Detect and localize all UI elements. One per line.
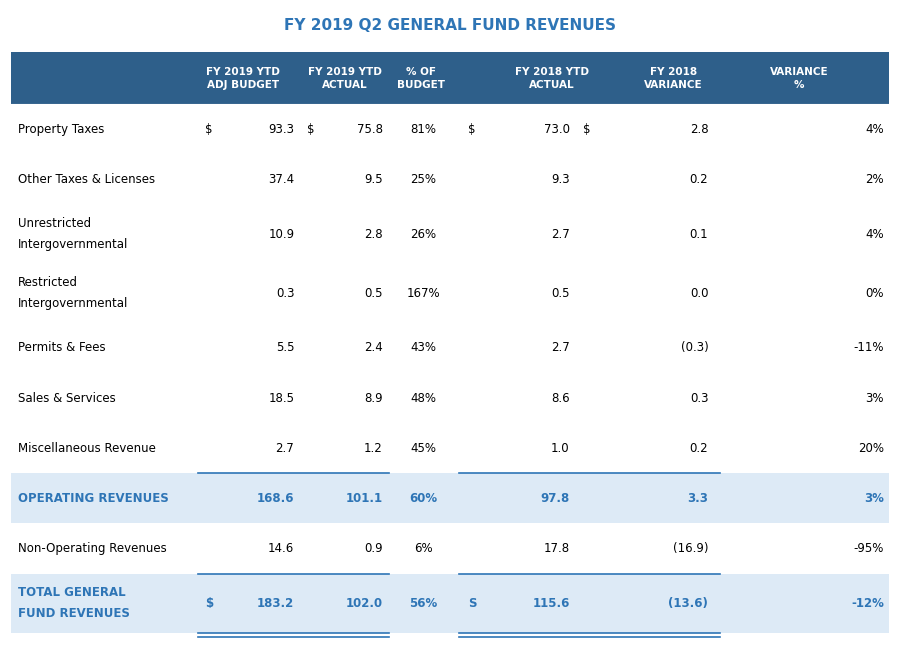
Bar	[11, 52, 889, 104]
Text: 0.9: 0.9	[364, 542, 382, 555]
Text: 167%: 167%	[406, 286, 440, 299]
Text: 8.6: 8.6	[551, 391, 570, 404]
Text: FY 2019 YTD
ADJ BUDGET: FY 2019 YTD ADJ BUDGET	[206, 66, 280, 90]
Text: OPERATING REVENUES: OPERATING REVENUES	[18, 492, 169, 505]
Text: 0.3: 0.3	[689, 391, 708, 404]
Text: 93.3: 93.3	[268, 123, 294, 135]
Text: 37.4: 37.4	[268, 173, 294, 186]
Text: 3.3: 3.3	[688, 492, 708, 505]
Text: 4%: 4%	[865, 228, 884, 241]
Text: 75.8: 75.8	[356, 123, 382, 135]
Text: (13.6): (13.6)	[669, 597, 708, 610]
Text: 2.8: 2.8	[364, 228, 382, 241]
Text: 20%: 20%	[858, 442, 884, 454]
Text: Non-Operating Revenues: Non-Operating Revenues	[18, 542, 166, 555]
Text: $: $	[205, 597, 213, 610]
Text: TOTAL GENERAL: TOTAL GENERAL	[18, 586, 126, 599]
Text: 26%: 26%	[410, 228, 436, 241]
Text: Permits & Fees: Permits & Fees	[18, 341, 105, 354]
Text: 183.2: 183.2	[257, 597, 294, 610]
Text: 17.8: 17.8	[544, 542, 570, 555]
Text: (0.3): (0.3)	[680, 341, 708, 354]
Text: S: S	[468, 597, 476, 610]
Text: 48%: 48%	[410, 391, 436, 404]
Text: Unrestricted: Unrestricted	[18, 217, 91, 230]
Text: 4%: 4%	[865, 123, 884, 135]
Text: % OF
BUDGET: % OF BUDGET	[397, 66, 446, 90]
Text: VARIANCE
%: VARIANCE %	[770, 66, 829, 90]
Text: 0.2: 0.2	[689, 173, 708, 186]
Text: Property Taxes: Property Taxes	[18, 123, 104, 135]
Text: FUND REVENUES: FUND REVENUES	[18, 607, 130, 620]
Text: Intergovernmental: Intergovernmental	[18, 298, 129, 311]
Text: 45%: 45%	[410, 442, 436, 454]
Text: $: $	[205, 123, 212, 135]
Text: FY 2019 YTD
ACTUAL: FY 2019 YTD ACTUAL	[308, 66, 382, 90]
Text: FY 2018 YTD
ACTUAL: FY 2018 YTD ACTUAL	[515, 66, 589, 90]
Text: 8.9: 8.9	[364, 391, 382, 404]
Text: 102.0: 102.0	[346, 597, 382, 610]
Text: 9.3: 9.3	[551, 173, 570, 186]
Text: 0.5: 0.5	[551, 286, 570, 299]
Text: -11%: -11%	[853, 341, 884, 354]
Text: $: $	[307, 123, 314, 135]
Text: 2.7: 2.7	[551, 228, 570, 241]
Text: 3%: 3%	[864, 492, 884, 505]
Text: (16.9): (16.9)	[673, 542, 708, 555]
Text: 60%: 60%	[409, 492, 437, 505]
Text: 0.0: 0.0	[689, 286, 708, 299]
Text: 0.1: 0.1	[689, 228, 708, 241]
Text: $: $	[468, 123, 475, 135]
Text: -95%: -95%	[853, 542, 884, 555]
Text: FY 2018
VARIANCE: FY 2018 VARIANCE	[644, 66, 703, 90]
Text: -12%: -12%	[850, 597, 884, 610]
Text: 0.5: 0.5	[364, 286, 382, 299]
Text: 10.9: 10.9	[268, 228, 294, 241]
Text: 81%: 81%	[410, 123, 436, 135]
Text: 0.3: 0.3	[275, 286, 294, 299]
Text: 43%: 43%	[410, 341, 436, 354]
Bar	[11, 574, 889, 633]
Text: 56%: 56%	[409, 597, 437, 610]
Text: $: $	[583, 123, 590, 135]
Text: 0%: 0%	[865, 286, 884, 299]
Text: 0.2: 0.2	[689, 442, 708, 454]
Text: Other Taxes & Licenses: Other Taxes & Licenses	[18, 173, 155, 186]
Text: 73.0: 73.0	[544, 123, 570, 135]
Text: 3%: 3%	[865, 391, 884, 404]
Text: 2.7: 2.7	[275, 442, 294, 454]
Text: 18.5: 18.5	[268, 391, 294, 404]
Text: 14.6: 14.6	[268, 542, 294, 555]
Text: 6%: 6%	[414, 542, 432, 555]
Text: 115.6: 115.6	[532, 597, 570, 610]
Text: 97.8: 97.8	[540, 492, 570, 505]
Text: 1.0: 1.0	[551, 442, 570, 454]
Text: 1.2: 1.2	[364, 442, 382, 454]
Text: FY 2019 Q2 GENERAL FUND REVENUES: FY 2019 Q2 GENERAL FUND REVENUES	[284, 18, 616, 33]
Text: Intergovernmental: Intergovernmental	[18, 238, 129, 251]
Text: 2.8: 2.8	[689, 123, 708, 135]
Text: 168.6: 168.6	[256, 492, 294, 505]
Text: 2%: 2%	[865, 173, 884, 186]
Bar	[11, 473, 889, 523]
Text: 2.7: 2.7	[551, 341, 570, 354]
Text: Sales & Services: Sales & Services	[18, 391, 116, 404]
Text: 9.5: 9.5	[364, 173, 382, 186]
Text: 2.4: 2.4	[364, 341, 382, 354]
Text: Restricted: Restricted	[18, 276, 78, 289]
Text: Miscellaneous Revenue: Miscellaneous Revenue	[18, 442, 156, 454]
Text: 5.5: 5.5	[275, 341, 294, 354]
Text: 101.1: 101.1	[346, 492, 382, 505]
Text: 25%: 25%	[410, 173, 436, 186]
